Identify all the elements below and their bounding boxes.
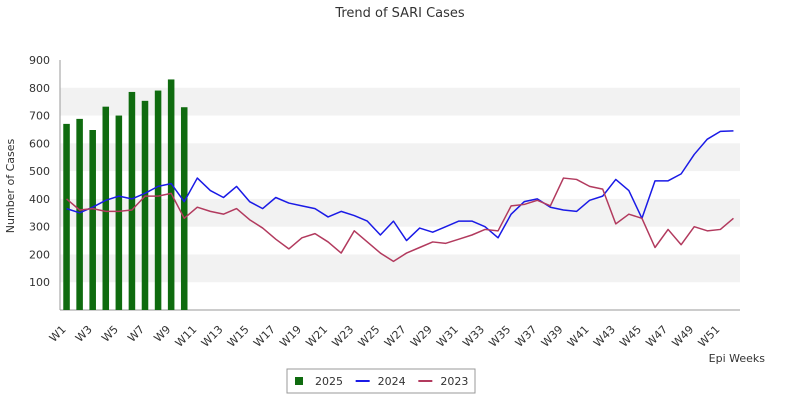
line-series-2023 — [66, 177, 734, 263]
x-tick-label: W21 — [303, 323, 330, 350]
x-tick-label: W19 — [277, 323, 304, 350]
bar-2025-w5 — [115, 115, 123, 310]
bar-2025-w6 — [128, 91, 136, 310]
x-tick-label: W3 — [73, 323, 95, 345]
x-tick-label: W17 — [251, 323, 278, 350]
bar-2025-w10 — [180, 107, 188, 310]
x-tick-label: W35 — [486, 323, 513, 350]
bar-2025-w4 — [102, 106, 110, 311]
y-axis-label: Number of Cases — [4, 139, 17, 234]
x-tick-label: W7 — [125, 323, 147, 345]
bar-2025-w7 — [141, 100, 149, 310]
y-tick-label: 200 — [29, 248, 50, 261]
y-tick-label: 100 — [29, 276, 50, 289]
y-tick-label: 700 — [29, 110, 50, 123]
x-tick-label: W31 — [434, 323, 461, 350]
grid-band — [60, 143, 740, 172]
x-tick-label: W47 — [643, 323, 670, 350]
legend-swatch-2025 — [295, 377, 303, 385]
y-tick-label: 600 — [29, 137, 50, 150]
legend-label-2024: 2024 — [378, 375, 406, 388]
bar-2025-w1 — [63, 123, 70, 310]
bar-2025-w8 — [154, 90, 162, 310]
x-tick-label: W25 — [356, 323, 383, 350]
x-tick-label: W37 — [513, 323, 540, 350]
line-series — [66, 130, 734, 263]
chart-title: Trend of SARI Cases — [334, 6, 465, 21]
y-tick-label: 800 — [29, 82, 50, 95]
x-tick-label: W9 — [151, 323, 173, 345]
x-tick-label: W13 — [199, 323, 226, 350]
x-tick-label: W43 — [591, 323, 618, 350]
x-tick-label: W1 — [47, 323, 69, 345]
grid-band — [60, 254, 740, 283]
x-tick-label: W41 — [565, 323, 592, 350]
legend-label-2023: 2023 — [440, 375, 468, 388]
x-tick-label: W11 — [173, 323, 200, 350]
x-tick-label: W51 — [696, 323, 723, 350]
x-tick-label: W45 — [617, 323, 644, 350]
x-tick-label: W33 — [460, 323, 487, 350]
x-tick-label: W29 — [408, 323, 435, 350]
legend-label-2025: 2025 — [315, 375, 343, 388]
x-tick-label: W15 — [225, 323, 252, 350]
line-series-2024 — [66, 130, 734, 242]
legend: 2025 2024 2023 — [286, 368, 476, 394]
bar-2025-w3 — [89, 130, 96, 310]
grid-band — [60, 198, 740, 227]
grid-band — [60, 87, 740, 116]
y-tick-label: 900 — [29, 54, 50, 67]
legend-box — [286, 368, 476, 394]
y-tick-label: 500 — [29, 165, 50, 178]
x-tick-label: W27 — [382, 323, 409, 350]
x-tick-label: W49 — [670, 323, 697, 350]
tick-labels: 100 200 300 400 500 600 700 800 900 W1 W3 W5 W7 W9 W11… — [29, 54, 723, 350]
x-tick-label: W5 — [99, 323, 121, 345]
y-tick-label: 300 — [29, 221, 50, 234]
y-tick-label: 400 — [29, 193, 50, 206]
x-axis-label: Epi Weeks — [709, 352, 766, 365]
x-tick-label: W23 — [330, 323, 357, 350]
x-tick-label: W39 — [539, 323, 566, 350]
bar-2025-w2 — [76, 118, 83, 310]
